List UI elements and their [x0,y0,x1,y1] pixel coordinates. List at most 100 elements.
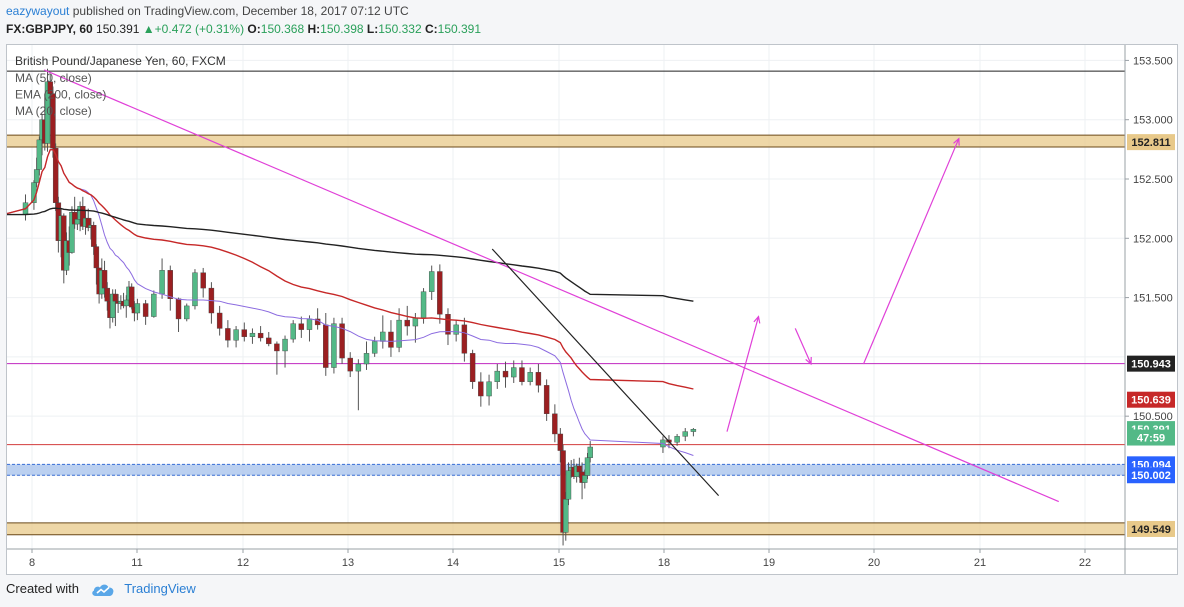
price-label-text: 47:59 [1137,433,1165,445]
candle-body [519,367,525,382]
price-tick-label: 152.500 [1133,174,1173,186]
candle [565,462,572,506]
price-tick-label: 153.500 [1133,55,1173,67]
open-label: O: [247,22,261,36]
high-label: H: [307,22,321,36]
candle-body [428,271,435,292]
candle [396,308,402,353]
candle-body [502,370,509,378]
footer: Created with TradingView [6,580,196,598]
candle-body [69,212,75,253]
price-label: 150.943 [1127,355,1175,372]
quote-line: FX:GBPJPY, 60 150.391 ▲+0.472 (+0.31%) O… [6,21,481,37]
candle-body [323,324,329,368]
time-tick-label: 12 [237,557,249,569]
arrow-head-icon [805,356,812,366]
candle-body [560,450,566,533]
candle-body [200,272,206,289]
candle [486,374,492,406]
candle [200,267,206,298]
time-tick-label: 19 [763,557,775,569]
candle [527,367,533,386]
price-label-bg [1127,520,1175,537]
candle [175,297,182,332]
tradingview-link[interactable]: TradingView [124,581,196,596]
last-price: 150.391 [96,22,140,36]
price-tick-label: 150.500 [1133,411,1173,423]
tradingview-cloud-icon [91,584,114,596]
candle [502,361,509,388]
candle [282,335,288,368]
candle-body [461,324,468,354]
candle-body [543,385,550,415]
time-tick-label: 11 [131,557,142,569]
price-tick-label: 151.500 [1133,293,1173,305]
candle [241,322,248,342]
candle-body [290,323,296,340]
candle [33,157,40,188]
price-label: 149.549 [1127,520,1175,537]
candle [494,364,500,389]
candle-body [355,363,362,372]
candle [128,283,135,310]
candle-body [257,332,264,339]
candle [461,317,468,362]
price-labels: 152.811150.943150.639150.39147:59150.094… [1127,134,1175,537]
candle [216,305,223,336]
candle-body [142,303,149,317]
candle-body [90,225,97,247]
candle-body [184,305,190,320]
candle-body [233,329,239,341]
candle [469,349,476,389]
price-label-bg [1127,391,1175,408]
candle [543,379,550,421]
chart-panel[interactable]: British Pound/Japanese Yen, 60, FXCM MA (… [6,44,1178,575]
projection-segment [726,316,760,432]
candle [290,320,296,343]
candle [363,341,370,370]
candle-body [339,323,345,359]
candle [331,317,337,374]
candle-body [682,431,688,437]
candle-body [565,470,572,500]
candle-body [167,270,173,299]
price-axis: 153.500 153.000 152.500 152.000 151.500 150.5… [1125,55,1173,423]
candle [552,404,558,443]
price-chart[interactable]: British Pound/Japanese Yen, 60, FXCM MA (… [7,45,1177,574]
close-label: C: [424,22,438,36]
candle [355,359,362,411]
candle [584,452,591,480]
price-label: 47:59 [1127,429,1175,446]
candle-body [151,293,157,317]
candle-body [535,372,542,386]
author-link[interactable]: eazywayout [6,4,70,18]
candle [298,316,305,338]
candle [674,433,680,446]
candle-body [380,331,386,342]
candle-body [128,286,135,308]
price-label: 150.639 [1127,391,1175,408]
up-arrow-icon: ▲ [142,22,155,36]
candle-body [584,457,591,476]
time-axis: 8 11 12 13 14 15 18 19 20 21 22 [29,549,1091,569]
time-tick-label: 13 [342,557,354,569]
candle [266,331,272,347]
candle-body [563,498,569,533]
candle-body [52,147,59,203]
candle-body [159,270,165,295]
price-label-text: 150.002 [1131,470,1171,482]
price-label-text: 150.943 [1131,359,1171,371]
price-label: 152.811 [1127,134,1175,151]
candle [104,282,110,311]
candle-body [388,331,394,348]
candle [587,441,593,463]
candle [134,298,141,321]
candle-body [282,338,288,352]
candle [560,444,566,546]
zone-band [7,464,1125,476]
candle-body [101,270,108,289]
candle [404,305,410,336]
arrow-head-icon [753,315,761,324]
candle-body [420,291,427,318]
chart-legend: British Pound/Japanese Yen, 60, FXCM MA (… [15,54,226,118]
